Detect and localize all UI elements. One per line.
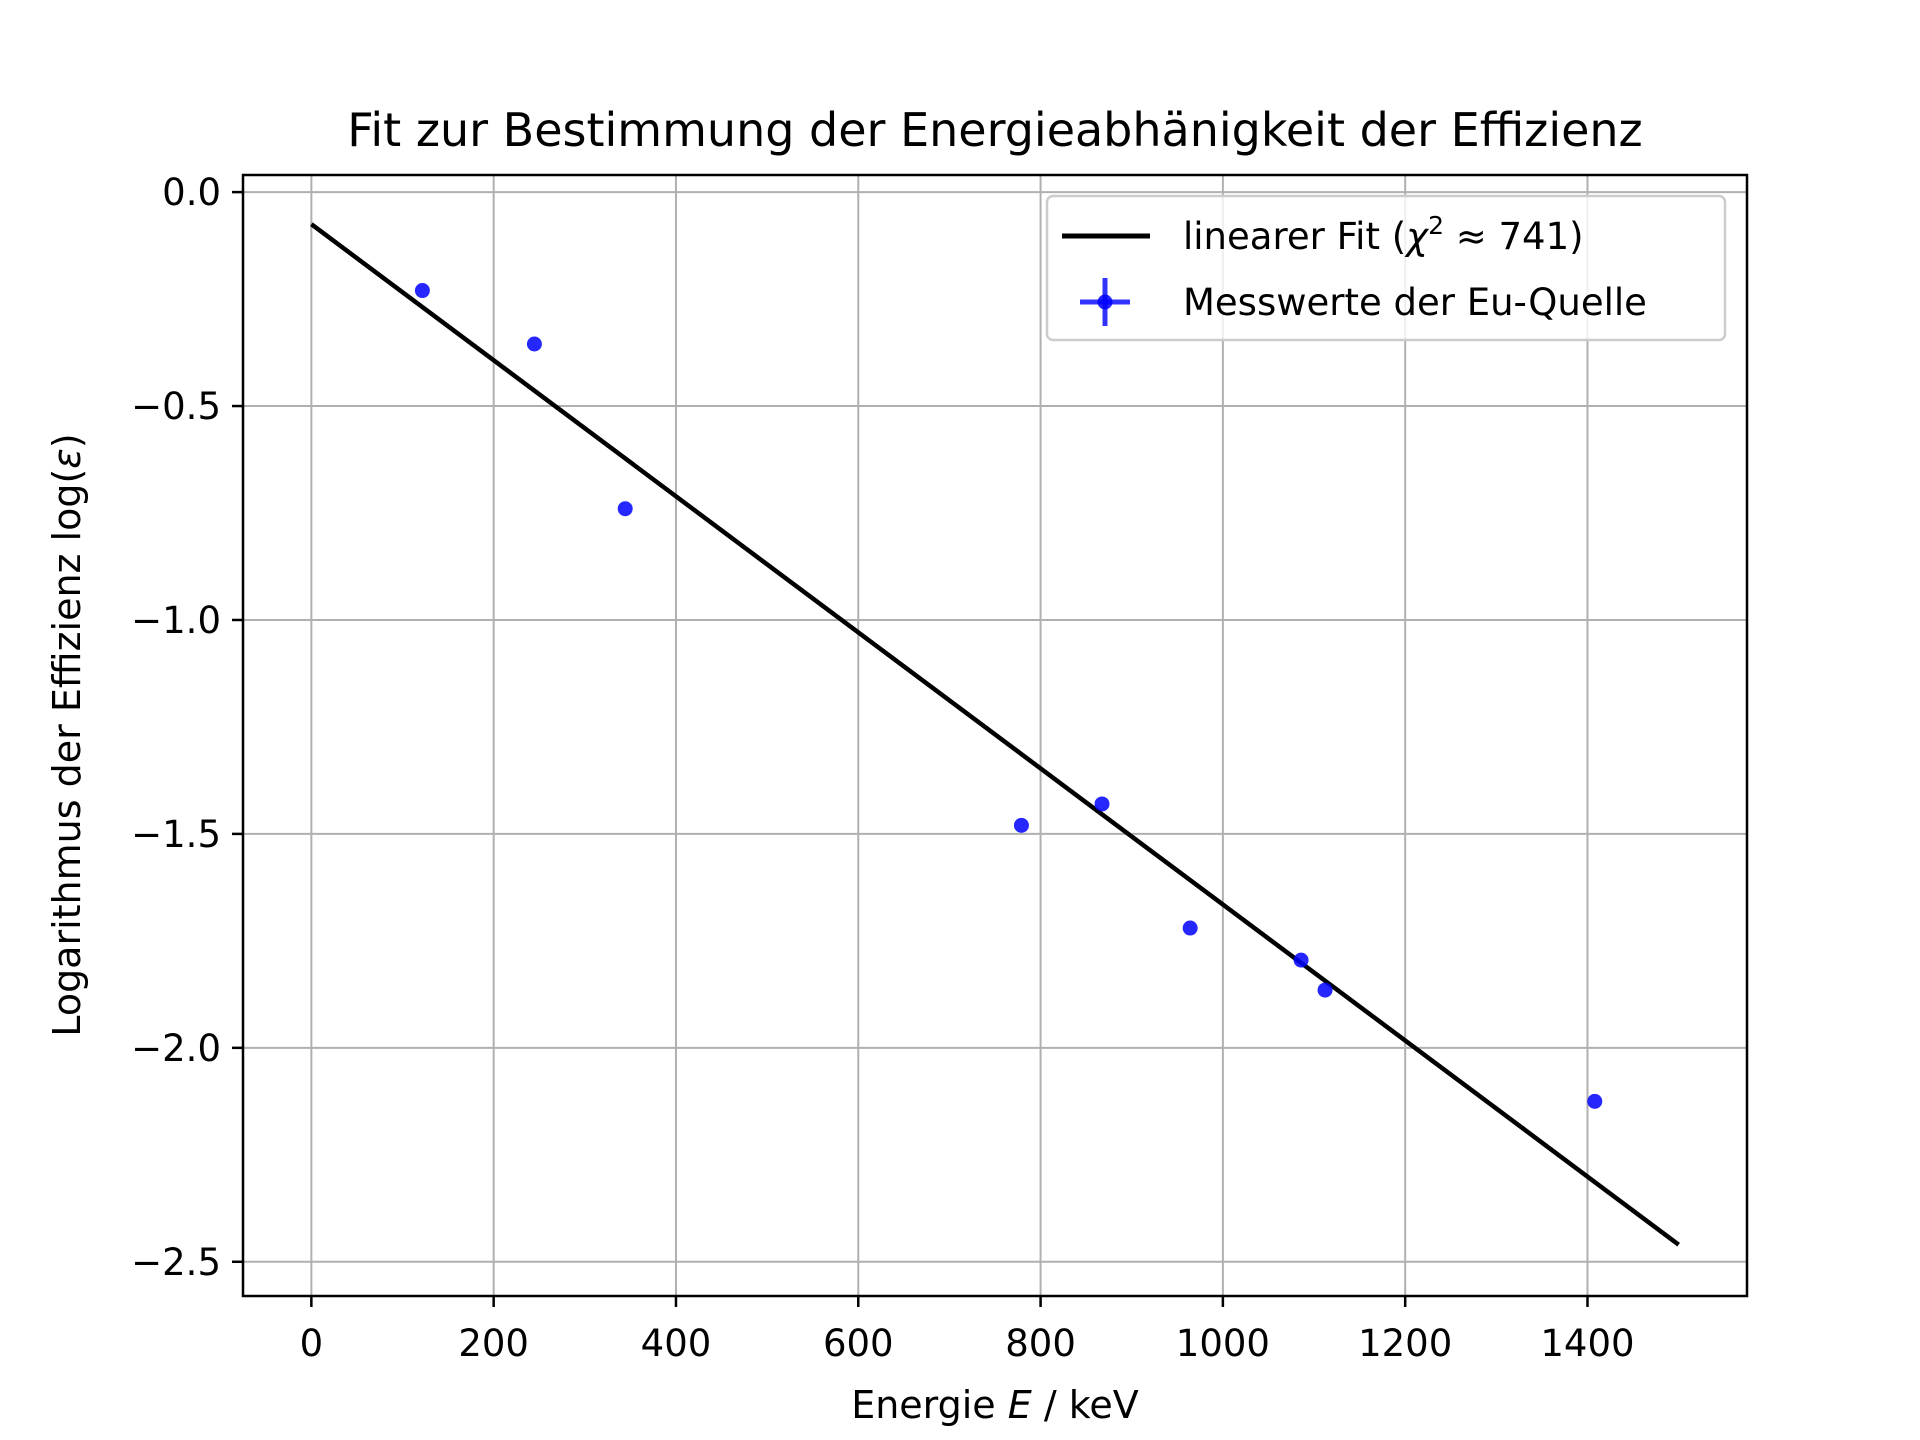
fit-line — [310, 222, 1680, 1247]
data-point — [1293, 952, 1309, 968]
x-tick-label: 1000 — [1176, 1322, 1270, 1365]
x-tick-label: 0 — [300, 1322, 324, 1365]
x-tick-label: 1200 — [1358, 1322, 1452, 1365]
y-tick-label: −2.0 — [131, 1027, 221, 1070]
y-tick-label: −0.5 — [131, 385, 221, 428]
data-points-layer — [414, 283, 1603, 1109]
x-tick-label: 600 — [823, 1322, 894, 1365]
y-tick-label: 0.0 — [162, 171, 221, 214]
legend-marker-icon — [1080, 278, 1130, 326]
legend-label-fit: linearer Fit (χ2 ≈ 741) — [1183, 211, 1584, 258]
grid — [243, 175, 1747, 1296]
data-point — [617, 501, 633, 517]
y-axis-label: Logarithmus der Effizienz log(ε) — [45, 433, 89, 1036]
chart-title: Fit zur Bestimmung der Energieabhänigkei… — [347, 103, 1642, 157]
y-tick-label: −1.5 — [131, 813, 221, 856]
x-tick-label: 1400 — [1540, 1322, 1634, 1365]
ticks: 0 200 400 600 800 1000 1200 1400 0.0 −0.5 −1.0 −1.5… — [131, 171, 1634, 1365]
y-tick-label: −2.5 — [131, 1241, 221, 1284]
x-tick-label: 400 — [641, 1322, 712, 1365]
data-point — [1094, 796, 1110, 812]
data-point — [1317, 982, 1333, 998]
data-point — [1587, 1093, 1603, 1109]
data-point — [526, 336, 542, 352]
x-tick-label: 800 — [1005, 1322, 1076, 1365]
legend-box — [1045, 194, 1727, 342]
y-tick-label: −1.0 — [131, 599, 221, 642]
legend-label-points: Messwerte der Eu-Quelle — [1183, 281, 1647, 324]
data-point — [1013, 817, 1029, 833]
fit-line-layer — [310, 222, 1680, 1247]
x-axis-label: Energie E / keV — [851, 1383, 1139, 1427]
legend: linearer Fit (χ2 ≈ 741) Messwerte der Eu… — [1045, 194, 1727, 342]
data-point — [1182, 920, 1198, 936]
x-tick-label: 200 — [458, 1322, 529, 1365]
axes-frame — [241, 173, 1749, 1298]
data-point — [414, 283, 430, 299]
